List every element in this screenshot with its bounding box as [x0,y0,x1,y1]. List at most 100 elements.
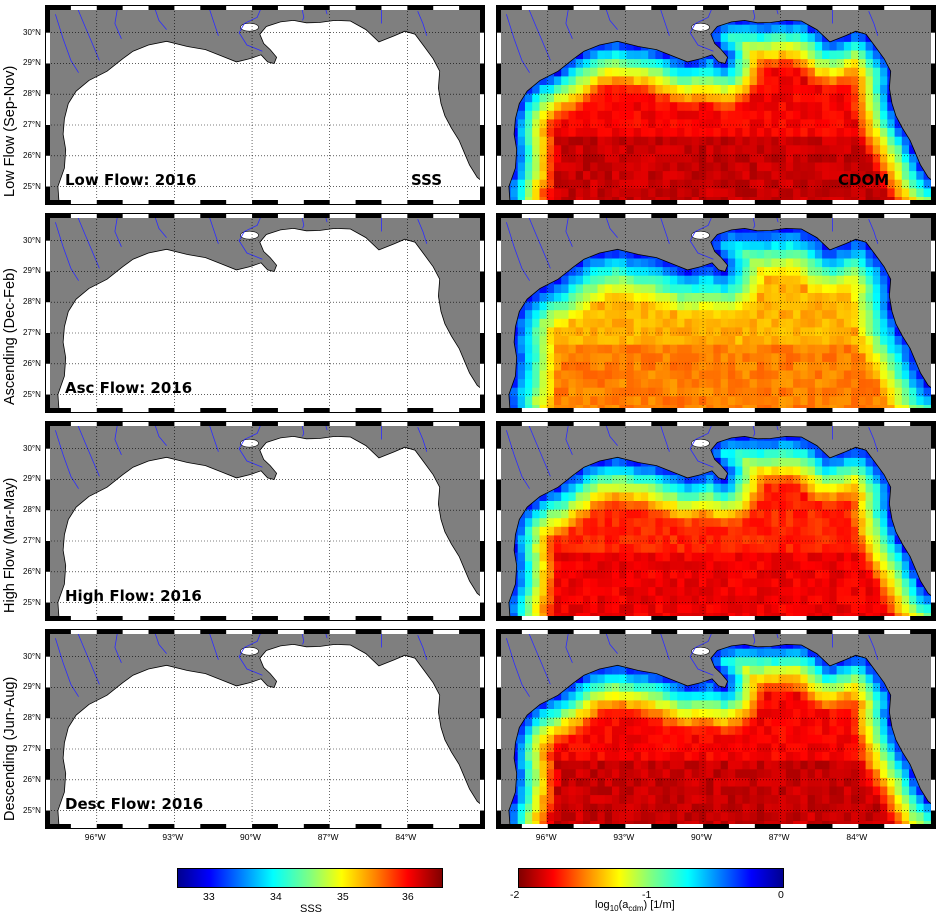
lat-label: 25°N [23,181,41,191]
lat-label: 28°N [23,713,41,723]
lat-label: 30°N [23,27,41,37]
lon-label: 90°W [240,832,261,842]
cdom-map-2 [496,213,936,413]
land-mass [496,213,936,413]
river [207,629,219,660]
map-border [496,213,936,413]
sss-map-panel-2 [45,213,485,413]
lat-label: 30°N [23,443,41,453]
graticule [45,421,485,621]
lat-label: 25°N [23,805,41,815]
river [238,5,263,52]
river [689,213,714,260]
panel-title-2: Asc Flow: 2016 [65,379,193,397]
lat-label: 26°N [23,358,41,368]
river [604,421,618,446]
sss-map-4 [45,629,485,829]
river [506,638,530,697]
river [207,421,219,452]
river [658,213,670,244]
lake [691,646,710,656]
sss-tick-2: 35 [337,891,349,903]
lake [240,438,259,448]
graticule [496,421,936,621]
river [506,14,530,73]
land-mass [496,629,936,829]
land-mass [45,629,485,829]
graticule [496,5,936,205]
land-mass [496,5,936,205]
river [114,632,122,663]
river [689,5,714,52]
river [55,638,79,697]
cdom-map-panel-3 [496,421,936,621]
lat-label: 29°N [23,474,41,484]
map-border [45,629,485,829]
lake [691,438,710,448]
sss-colorbar-title: SSS [300,903,323,915]
lon-label: 93°W [162,832,184,842]
lon-label: 96°W [535,832,557,842]
cdom-map-panel-4 [496,629,936,829]
lake [691,230,710,240]
graticule [45,213,485,413]
lat-label: 29°N [23,682,41,692]
lon-label: 84°W [395,832,417,842]
lon-label: 87°W [317,832,339,842]
cdom-tick-0: -2 [510,889,520,901]
river [565,424,573,455]
river [868,635,879,660]
row-label-4: Descending (Jun-Aug) [2,676,18,821]
cdom-title-sub: cdm [628,904,644,914]
river [689,421,714,468]
lat-label: 28°N [23,505,41,515]
map-border [496,5,936,205]
river [506,430,530,489]
cdom-tick-2: 0 [778,889,784,901]
river [238,629,263,676]
river [506,222,530,281]
panel-title-3: High Flow: 2016 [65,587,202,605]
graticule [496,629,936,829]
river [114,8,122,39]
panel-title-1: Low Flow: 2016 [65,171,197,189]
lat-label: 30°N [23,651,41,661]
sss-map-panel-3 [45,421,485,621]
sss-colorbar-gradient [177,868,443,888]
lat-label: 26°N [23,774,41,784]
lat-label: 29°N [23,266,41,276]
river [868,11,879,36]
cdom-map-panel-1 [496,5,936,205]
sss-map-1 [45,5,485,205]
lon-label: 84°W [846,832,868,842]
lon-label: 96°W [84,832,106,842]
river [689,629,714,676]
river [153,421,167,446]
river [604,5,618,30]
river [153,5,167,30]
map-border [45,213,485,413]
map-border [45,421,485,621]
lat-label: 29°N [23,58,41,68]
river [417,635,428,660]
river [55,14,79,73]
panel-title-4: Desc Flow: 2016 [65,795,204,813]
river [207,213,219,244]
map-border [496,421,936,621]
sss-map-panel-1 [45,5,485,205]
cdom-map-panel-2 [496,213,936,413]
land-mass [45,213,485,413]
sss-map-2 [45,213,485,413]
map-border [45,5,485,205]
river [604,213,618,238]
cdom-title-mid: (a [618,899,629,911]
river [417,427,428,452]
river [868,219,879,244]
sss-map-panel-4 [45,629,485,829]
river [55,222,79,281]
sss-tick-0: 33 [203,891,215,903]
graticule [496,213,936,413]
lon-label: 87°W [768,832,790,842]
sss-map-3 [45,421,485,621]
river [565,216,573,247]
